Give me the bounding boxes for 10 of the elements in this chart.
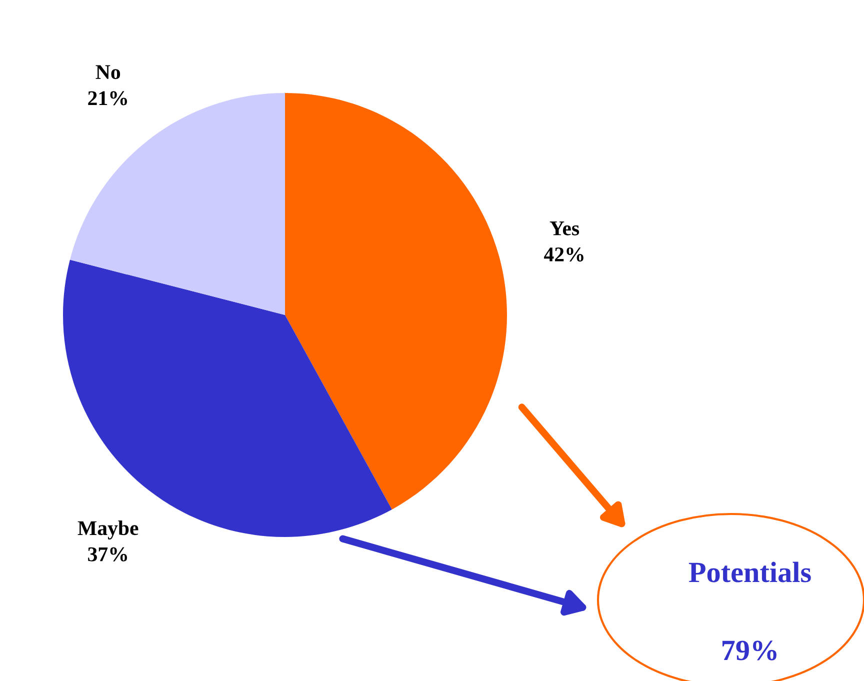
data-label: 21% [88,91,127,106]
data-label: 42% [544,247,584,262]
slice-label: No [96,65,120,80]
slice-label: Yes [550,222,580,236]
slice-label: Maybe [78,520,138,540]
data-label: 37% [88,547,127,562]
pie-slice [285,93,507,510]
text: 79% [722,640,776,660]
pie-slice [70,93,285,315]
text: Potentials [688,562,811,582]
